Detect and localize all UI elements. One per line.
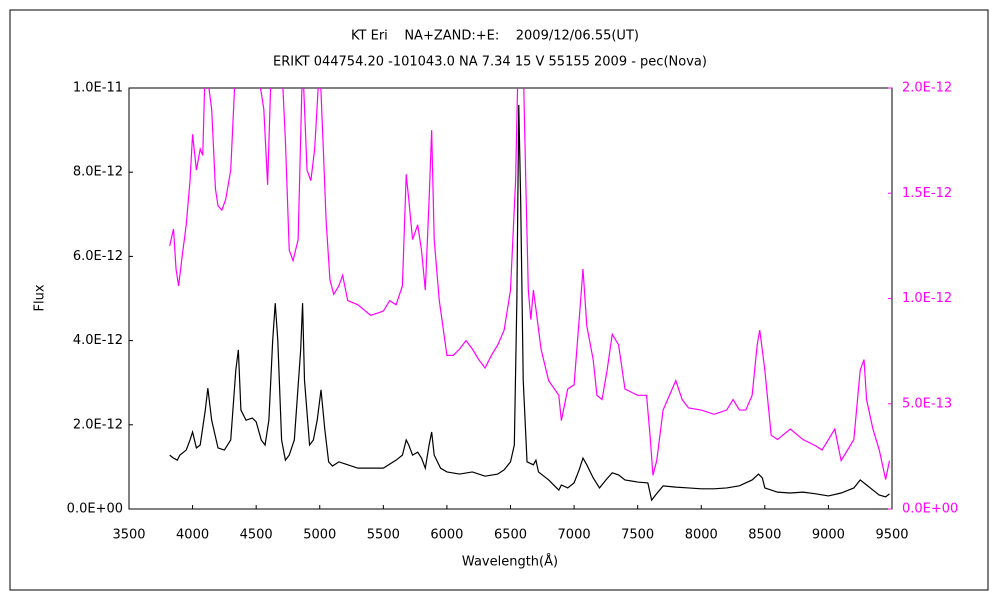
x-tick-label: 4500 (240, 528, 273, 543)
spectrum-line (169, 88, 891, 480)
y2-tick-label: 5.0E-13 (902, 396, 952, 411)
chart-subtitle: ERIKT 044754.20 -101043.0 NA 7.34 15 V 5… (273, 55, 707, 70)
x-tick-label: 9000 (812, 528, 845, 543)
x-axis-label: Wavelength(Å) (462, 554, 558, 570)
x-tick-label: 6000 (430, 528, 463, 543)
y-axis-label: Flux (33, 284, 48, 311)
spectrum-line (169, 104, 890, 502)
x-tick-label: 9500 (875, 528, 908, 543)
x-tick-label: 8500 (748, 528, 781, 543)
x-tick-label: 7500 (621, 528, 654, 543)
y2-tick-label: 2.0E-12 (902, 81, 952, 96)
x-tick-label: 7000 (558, 528, 591, 543)
x-tick-label: 3500 (112, 528, 145, 543)
frame (9, 9, 989, 591)
y-tick-label: 6.0E-12 (73, 249, 123, 264)
x-tick-label: 5500 (367, 528, 400, 543)
y-tick-label: 2.0E-12 (73, 417, 123, 432)
y2-tick-label: 1.5E-12 (902, 186, 952, 201)
x-tick-label: 6500 (494, 528, 527, 543)
y2-tick-label: 1.0E-12 (902, 291, 952, 306)
y-tick-label: 4.0E-12 (73, 333, 123, 348)
chart-title: KT Eri NA+ZAND:+E: 2009/12/06.55(UT) (351, 29, 639, 44)
x-tick-label: 5000 (303, 528, 336, 543)
x-tick-label: 4000 (176, 528, 209, 543)
x-tick-label: 8000 (685, 528, 718, 543)
y-tick-label: 8.0E-12 (73, 165, 123, 180)
y-tick-label: 1.0E-11 (73, 81, 123, 96)
y2-tick-label: 0.0E+00 (902, 502, 958, 517)
y-tick-label: 0.0E+00 (67, 502, 123, 517)
